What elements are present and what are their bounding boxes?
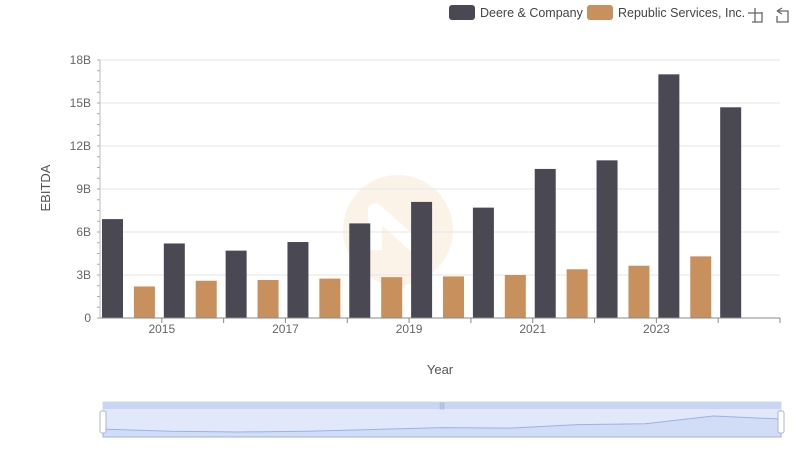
x-tick-label: 2017 (272, 322, 299, 336)
bar-deere-2024[interactable] (720, 107, 742, 318)
legend-swatch (587, 5, 613, 20)
x-tick-label: 2023 (643, 322, 670, 336)
y-tick-label: 6B (76, 225, 91, 239)
bar-deere-2019[interactable] (411, 201, 433, 318)
bar-deere-2021[interactable] (534, 168, 556, 318)
bar-republic-2023[interactable] (690, 256, 712, 318)
y-tick-label: 0 (84, 311, 91, 325)
y-tick-label: 18B (70, 53, 91, 67)
y-tick-label: 9B (76, 182, 91, 196)
bar-deere-2017[interactable] (287, 242, 309, 318)
bar-deere-2023[interactable] (658, 74, 680, 318)
bar-republic-2020[interactable] (504, 275, 526, 318)
x-tick-label: 2015 (148, 322, 175, 336)
bar-republic-2017[interactable] (319, 278, 341, 318)
data-zoom-slider[interactable]: ||| (99, 401, 785, 438)
x-axis-label: Year (427, 362, 454, 377)
y-axis: 0 3B 6B 9B 12B 15B 18B (70, 53, 101, 325)
bars (102, 74, 742, 318)
y-tick-label: 3B (76, 268, 91, 282)
slider-handle-left[interactable] (99, 410, 107, 434)
bar-deere-2015[interactable] (163, 243, 185, 318)
slider-top-bar[interactable] (103, 402, 781, 409)
slider-grip-icon[interactable]: ||| (439, 403, 445, 410)
bar-republic-2019[interactable] (443, 276, 464, 318)
legend-label: Deere & Company (480, 6, 584, 20)
bar-republic-2015[interactable] (195, 280, 217, 318)
bar-deere-2014[interactable] (102, 219, 123, 318)
legend-swatch (449, 5, 475, 20)
slider-overview-line (102, 415, 782, 438)
bar-deere-2020[interactable] (472, 207, 494, 318)
bar-deere-2018[interactable] (349, 223, 371, 318)
x-axis: 2015 2017 2019 2021 2023 (100, 317, 781, 336)
bar-republic-2021[interactable] (566, 269, 588, 318)
bar-republic-2022[interactable] (628, 265, 650, 318)
bar-deere-2016[interactable] (225, 250, 247, 318)
legend-item-deere[interactable]: Deere & Company (449, 5, 584, 20)
slider-handle-right[interactable] (777, 410, 785, 434)
toolbar (748, 7, 789, 23)
legend[interactable]: Deere & Company Republic Services, Inc. (449, 5, 745, 20)
legend-item-republic[interactable]: Republic Services, Inc. (587, 5, 745, 20)
y-tick-label: 12B (70, 139, 91, 153)
bar-republic-2014[interactable] (133, 286, 155, 318)
legend-label: Republic Services, Inc. (618, 6, 745, 20)
restore-icon[interactable] (776, 7, 789, 23)
bar-deere-2022[interactable] (596, 160, 618, 318)
x-tick-label: 2021 (519, 322, 546, 336)
zoom-icon[interactable] (748, 8, 763, 23)
y-axis-label: EBITDA (38, 164, 53, 211)
y-tick-label: 15B (70, 96, 91, 110)
bar-republic-2016[interactable] (257, 280, 279, 318)
x-tick-label: 2019 (396, 322, 423, 336)
bar-republic-2018[interactable] (381, 277, 403, 318)
